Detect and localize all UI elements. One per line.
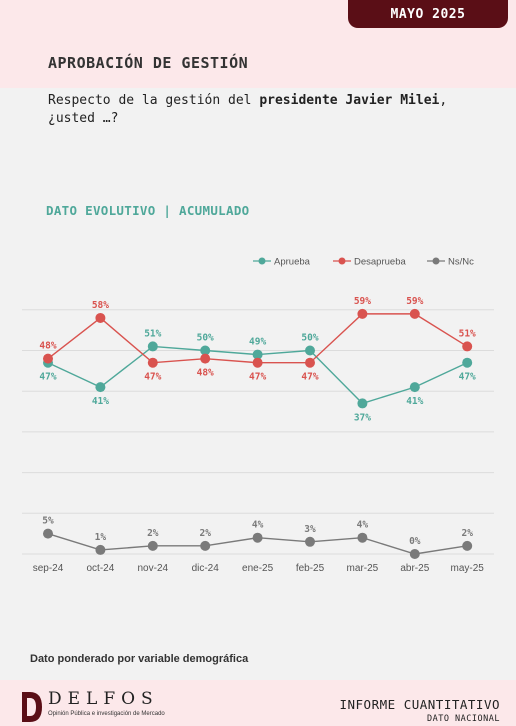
- data-point-nsnc: [43, 528, 53, 539]
- data-label-nsnc: 4%: [252, 520, 264, 531]
- data-point-nsnc: [357, 532, 368, 543]
- data-point-nsnc: [95, 544, 106, 555]
- data-label-nsnc: 2%: [147, 528, 159, 539]
- data-point-nsnc: [147, 540, 158, 551]
- question-bold: presidente Javier Milei: [259, 93, 440, 108]
- data-label-aprueba: 41%: [92, 396, 109, 407]
- data-label-desaprueba: 47%: [249, 372, 266, 383]
- data-label-nsnc: 0%: [409, 536, 421, 547]
- legend-label-nsnc: Ns/Nc: [448, 257, 474, 268]
- data-label-aprueba: 37%: [354, 412, 371, 423]
- data-label-nsnc: 5%: [42, 516, 54, 527]
- data-point-nsnc: [462, 540, 473, 551]
- x-tick-label: abr-25: [400, 563, 429, 574]
- data-point-desaprueba: [43, 353, 53, 364]
- footnote: Dato ponderado por variable demográfica: [30, 653, 249, 665]
- data-point-aprueba: [147, 341, 158, 352]
- data-label-aprueba: 49%: [249, 337, 266, 348]
- section-label: DATO EVOLUTIVO | ACUMULADO: [46, 203, 250, 218]
- data-point-desaprueba: [147, 357, 158, 368]
- x-tick-label: ene-25: [242, 563, 274, 574]
- data-point-aprueba: [252, 349, 263, 360]
- data-label-aprueba: 47%: [459, 372, 476, 383]
- data-point-desaprueba: [252, 357, 263, 368]
- x-tick-label: may-25: [451, 563, 485, 574]
- legend-label-aprueba: Aprueba: [274, 257, 311, 268]
- data-point-desaprueba: [95, 312, 106, 323]
- data-point-desaprueba: [409, 308, 420, 319]
- legend-swatch-dot: [432, 257, 440, 265]
- data-point-aprueba: [200, 345, 211, 356]
- date-badge: MAYO 2025: [348, 0, 508, 28]
- page-title: APROBACIÓN DE GESTIÓN: [48, 54, 249, 72]
- data-label-nsnc: 2%: [461, 528, 473, 539]
- question-suffix: , ¿usted …?: [48, 93, 448, 126]
- data-label-aprueba: 50%: [197, 333, 214, 344]
- legend-label-desaprueba: Desaprueba: [354, 257, 406, 268]
- brand-tagline: Opinión Pública e investigación de Merca…: [48, 711, 165, 717]
- brand-name: DELFOS: [48, 689, 159, 709]
- x-tick-label: sep-24: [33, 563, 64, 574]
- x-tick-label: feb-25: [296, 563, 325, 574]
- legend-swatch-dot: [338, 257, 346, 265]
- data-label-desaprueba: 48%: [197, 368, 214, 379]
- data-label-aprueba: 50%: [301, 333, 318, 344]
- data-point-aprueba: [95, 382, 106, 393]
- data-label-nsnc: 3%: [304, 524, 316, 535]
- survey-question: Respecto de la gestión del presidente Ja…: [48, 92, 488, 128]
- data-label-nsnc: 1%: [95, 532, 107, 543]
- data-label-desaprueba: 47%: [301, 372, 318, 383]
- data-label-aprueba: 47%: [39, 372, 56, 383]
- data-point-desaprueba: [357, 308, 368, 319]
- data-point-aprueba: [305, 345, 315, 356]
- question-prefix: Respecto de la gestión del: [48, 93, 260, 108]
- data-label-desaprueba: 58%: [92, 300, 109, 311]
- data-point-desaprueba: [305, 357, 315, 368]
- data-point-desaprueba: [462, 341, 473, 352]
- delfos-logo-icon: [22, 692, 42, 722]
- data-point-aprueba: [462, 357, 473, 368]
- footer-band: [0, 680, 516, 726]
- report-scope: DATO NACIONAL: [426, 714, 500, 724]
- data-label-desaprueba: 47%: [144, 372, 161, 383]
- data-point-aprueba: [357, 398, 368, 409]
- report-type: INFORME CUANTITATIVO: [339, 697, 500, 712]
- data-label-aprueba: 41%: [406, 396, 423, 407]
- data-point-aprueba: [409, 382, 420, 393]
- legend-swatch-dot: [258, 257, 266, 265]
- data-label-aprueba: 51%: [144, 328, 161, 339]
- x-tick-label: mar-25: [347, 563, 379, 574]
- data-point-nsnc: [200, 540, 211, 551]
- data-label-nsnc: 2%: [199, 528, 211, 539]
- data-label-desaprueba: 51%: [459, 328, 476, 339]
- data-point-nsnc: [409, 549, 420, 559]
- data-label-desaprueba: 48%: [39, 341, 56, 352]
- x-tick-label: oct-24: [87, 563, 115, 574]
- data-label-nsnc: 4%: [357, 520, 369, 531]
- data-point-nsnc: [305, 536, 315, 547]
- data-point-nsnc: [252, 532, 263, 543]
- data-point-desaprueba: [200, 353, 211, 364]
- x-tick-label: dic-24: [192, 563, 220, 574]
- data-label-desaprueba: 59%: [354, 296, 371, 307]
- x-tick-label: nov-24: [138, 563, 169, 574]
- data-label-desaprueba: 59%: [406, 296, 423, 307]
- approval-line-chart: Aprueba Desaprueba Ns/Nc sep-24 oct-24 nov-24…: [22, 257, 494, 574]
